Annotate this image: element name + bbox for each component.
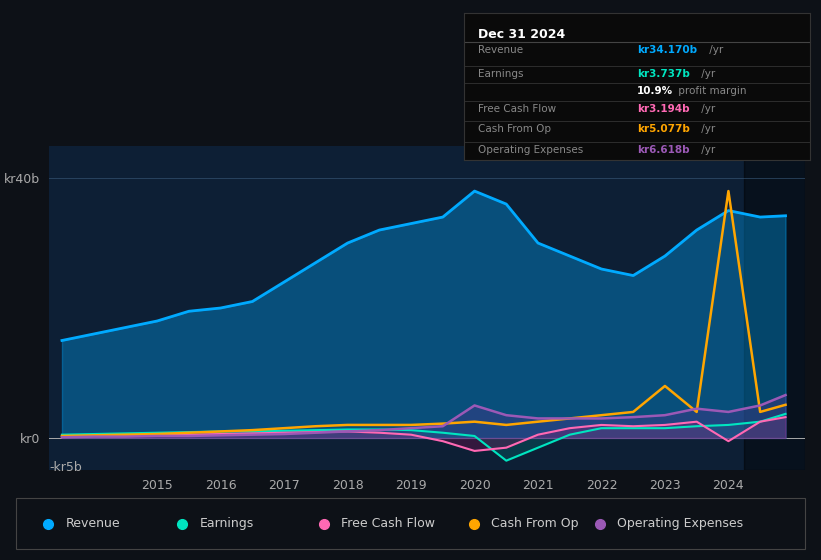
Text: /yr: /yr <box>706 45 723 55</box>
Text: 10.9%: 10.9% <box>637 86 673 96</box>
Bar <box>745 146 805 470</box>
Text: Free Cash Flow: Free Cash Flow <box>342 517 435 530</box>
Text: kr5.077b: kr5.077b <box>637 124 690 134</box>
Text: Operating Expenses: Operating Expenses <box>617 517 743 530</box>
Text: Revenue: Revenue <box>66 517 120 530</box>
Text: /yr: /yr <box>698 124 715 134</box>
Text: -kr5b: -kr5b <box>49 461 82 474</box>
Text: Operating Expenses: Operating Expenses <box>478 145 583 155</box>
Text: Dec 31 2024: Dec 31 2024 <box>478 27 565 40</box>
Text: /yr: /yr <box>698 104 715 114</box>
Text: /yr: /yr <box>698 145 715 155</box>
Text: kr3.194b: kr3.194b <box>637 104 690 114</box>
Text: kr34.170b: kr34.170b <box>637 45 697 55</box>
Text: kr3.737b: kr3.737b <box>637 69 690 78</box>
Text: Free Cash Flow: Free Cash Flow <box>478 104 556 114</box>
Text: Cash From Op: Cash From Op <box>491 517 578 530</box>
Text: Revenue: Revenue <box>478 45 523 55</box>
Text: Earnings: Earnings <box>200 517 254 530</box>
Text: Earnings: Earnings <box>478 69 523 78</box>
Text: Cash From Op: Cash From Op <box>478 124 551 134</box>
Text: /yr: /yr <box>698 69 715 78</box>
Text: kr6.618b: kr6.618b <box>637 145 690 155</box>
Text: profit margin: profit margin <box>675 86 747 96</box>
